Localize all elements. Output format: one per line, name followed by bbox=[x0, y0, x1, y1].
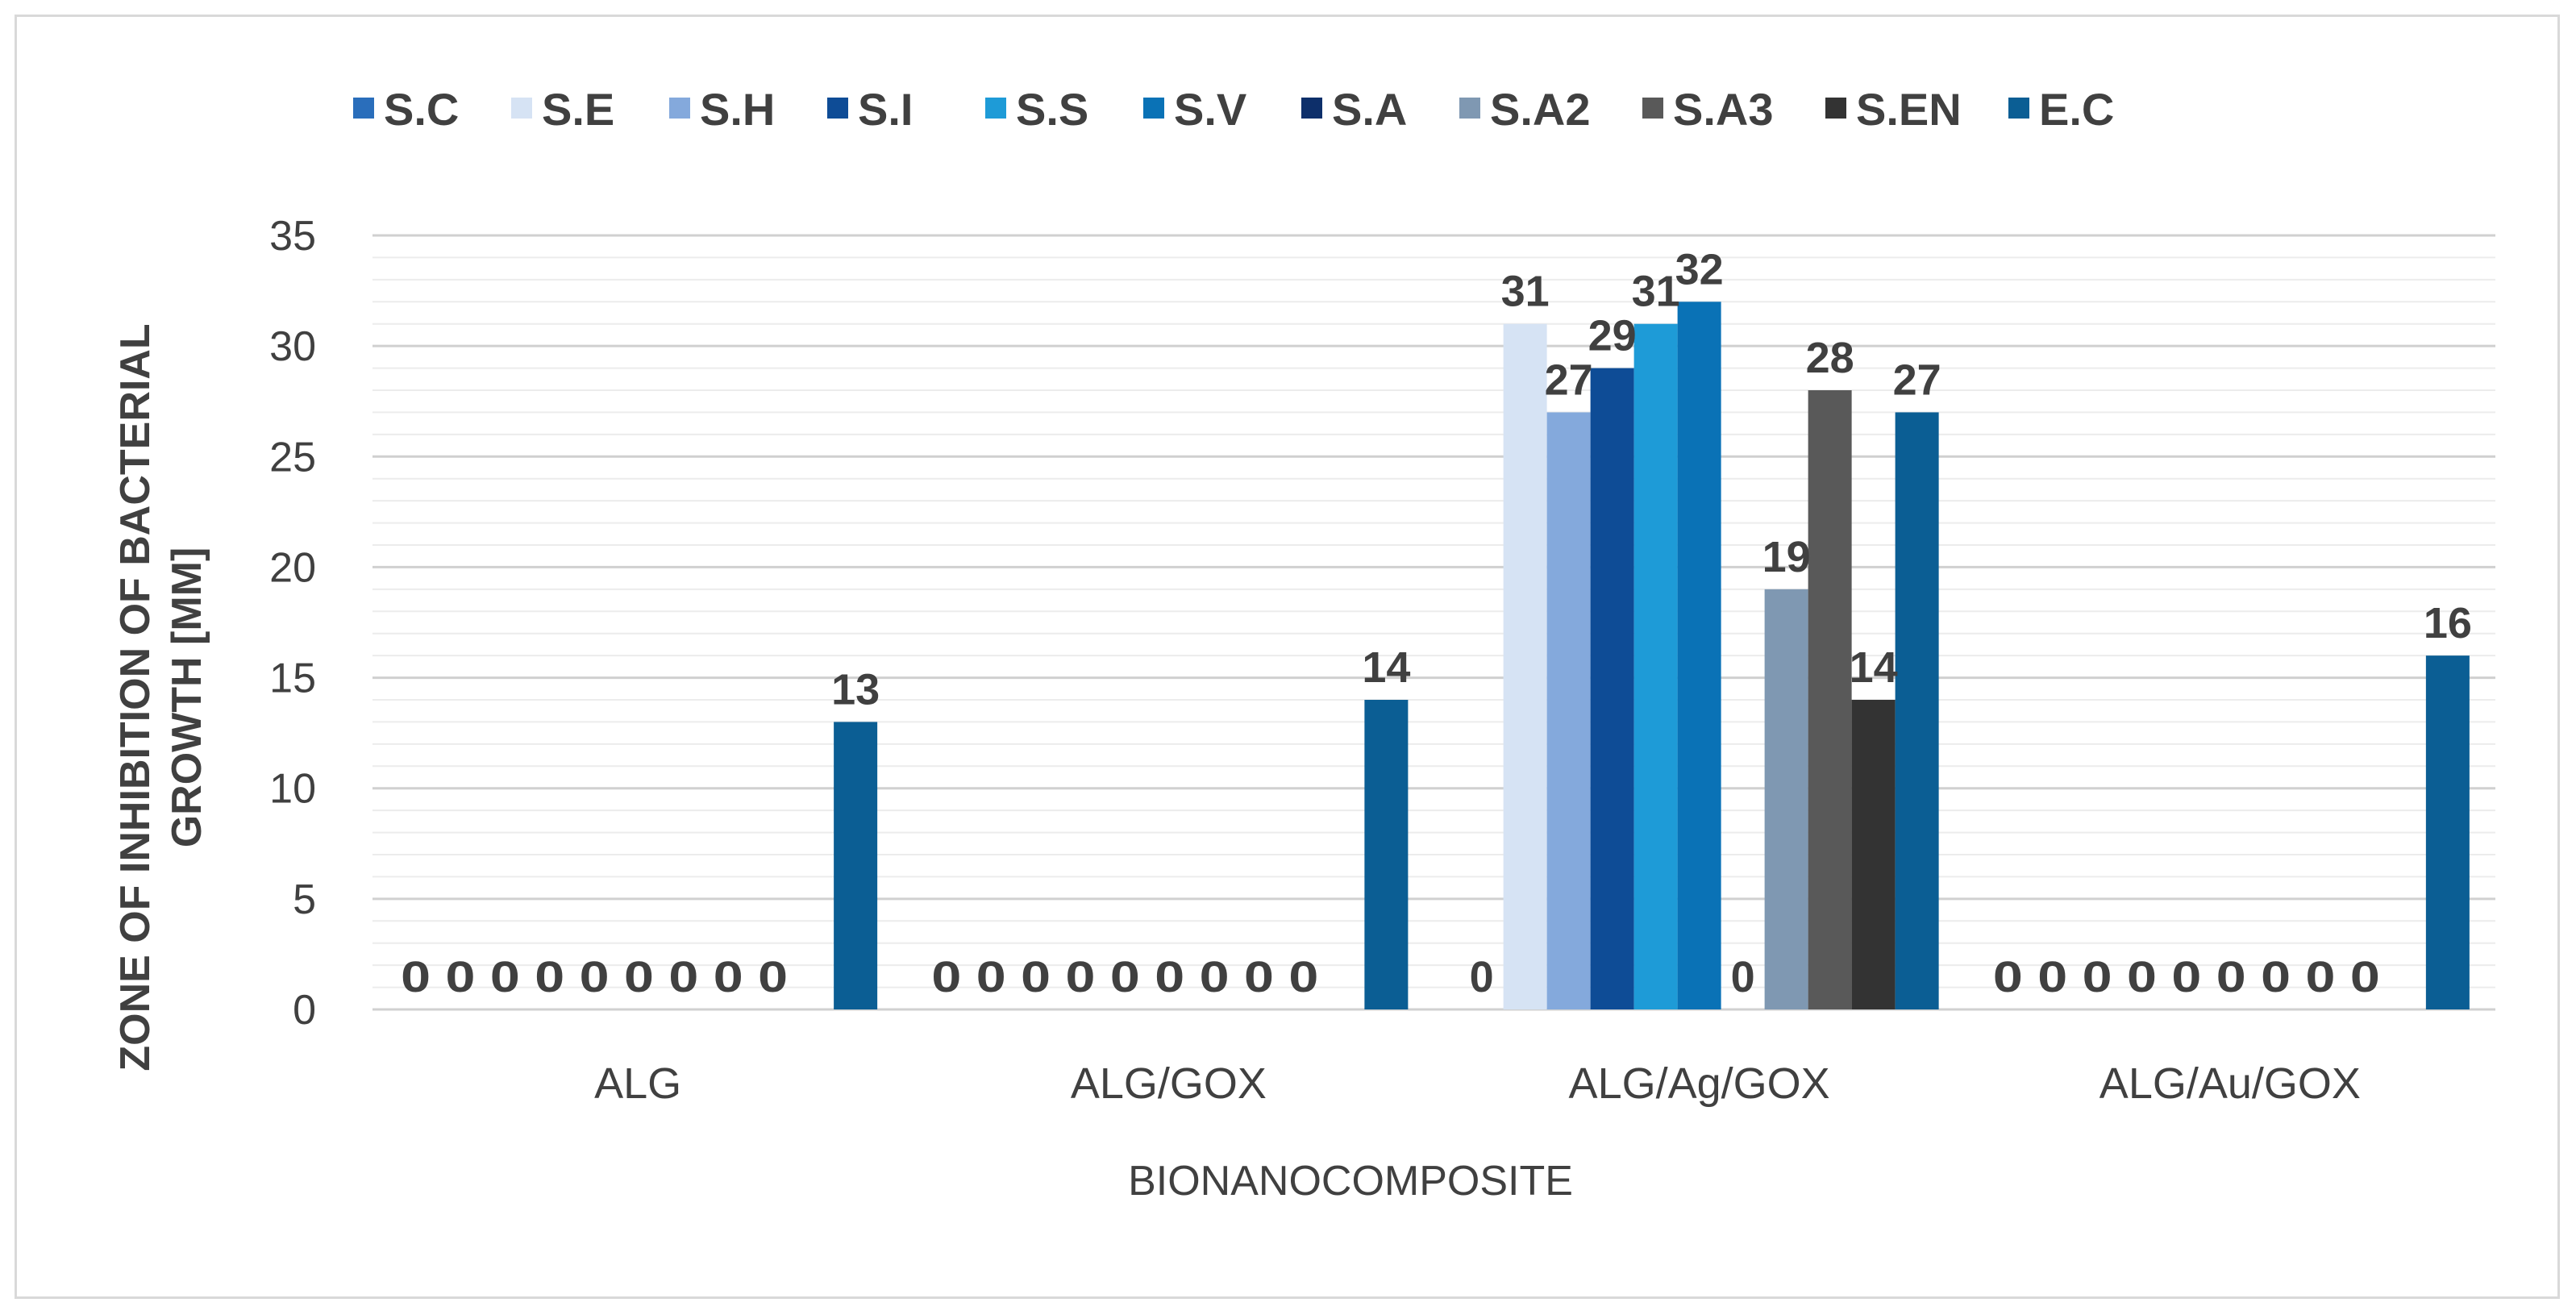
legend-swatch bbox=[1301, 98, 1322, 119]
legend-label: S.C bbox=[384, 84, 459, 135]
legend-swatch bbox=[669, 98, 690, 119]
bar bbox=[1677, 302, 1721, 1009]
bar bbox=[2425, 655, 2470, 1009]
legend-swatch bbox=[1143, 98, 1164, 119]
y-axis-title-line-1: ZONE OF INHIBITION OF BACTERIAL bbox=[112, 323, 159, 1071]
data-label: 32 bbox=[1675, 245, 1724, 293]
category-label: ALG/Ag/GOX bbox=[1569, 1059, 1830, 1108]
y-axis-title-line-2: GROWTH [MM] bbox=[164, 547, 210, 848]
legend-label: S.A3 bbox=[1673, 84, 1774, 135]
y-axis-title: ZONE OF INHIBITION OF BACTERIAL GROWTH [… bbox=[112, 323, 210, 1071]
legend: S.C S.E S.H S.I S.S S.V S.A S.A2 S.A3 S.EN E.C bbox=[353, 84, 2114, 135]
bar bbox=[834, 722, 878, 1009]
x-axis: ALG ALG/GOX ALG/Ag/GOX ALG/Au/GOX bbox=[594, 1059, 2361, 1108]
legend-label: S.H bbox=[700, 84, 775, 135]
bar bbox=[1808, 390, 1852, 1009]
bar bbox=[1851, 700, 1896, 1009]
legend-label: E.C bbox=[2039, 84, 2114, 135]
legend-label: S.A bbox=[1332, 84, 1407, 135]
bars bbox=[834, 302, 2470, 1010]
y-tick-label: 5 bbox=[293, 876, 316, 923]
zero-data-labels: 0 0 0 0 0 0 0 0 0 bbox=[931, 953, 1318, 1001]
y-tick-label: 15 bbox=[269, 655, 316, 702]
legend-swatch bbox=[511, 98, 532, 119]
legend-swatch bbox=[985, 98, 1006, 119]
category-label: ALG/Au/GOX bbox=[2100, 1059, 2361, 1108]
legend-label: S.I bbox=[858, 84, 913, 135]
bar bbox=[1895, 412, 1939, 1009]
legend-label: S.A2 bbox=[1490, 84, 1591, 135]
data-label: 31 bbox=[1632, 268, 1680, 316]
legend-swatch bbox=[1642, 98, 1663, 119]
data-label: 13 bbox=[831, 665, 880, 714]
y-tick-label: 25 bbox=[269, 434, 316, 481]
data-label: 14 bbox=[1850, 643, 1898, 692]
legend-label: S.E bbox=[542, 84, 614, 135]
gridlines bbox=[372, 234, 2495, 1011]
legend-swatch bbox=[1825, 98, 1846, 119]
legend-swatch bbox=[827, 98, 848, 119]
data-label: 28 bbox=[1806, 334, 1854, 382]
data-label: 14 bbox=[1362, 643, 1410, 692]
legend-swatch bbox=[353, 98, 374, 119]
legend-label: S.V bbox=[1174, 84, 1246, 135]
data-label: 27 bbox=[1545, 356, 1593, 404]
bar bbox=[1503, 323, 1547, 1009]
data-labels: 13 0 0 0 0 0 0 0 0 0 14 0 0 0 0 0 0 0 0 0 0 3… bbox=[401, 245, 2472, 1001]
data-label: 0 bbox=[1470, 953, 1494, 1001]
legend-swatch bbox=[1459, 98, 1480, 119]
chart-frame bbox=[15, 15, 2560, 1299]
x-axis-title: BIONANOCOMPOSITE bbox=[1128, 1158, 1573, 1205]
legend-label: S.EN bbox=[1856, 84, 1962, 135]
bar bbox=[1590, 368, 1634, 1010]
zero-data-labels: 0 0 0 0 0 0 0 0 0 bbox=[1993, 953, 2380, 1001]
bar bbox=[1764, 589, 1808, 1009]
y-tick-label: 30 bbox=[269, 323, 316, 370]
bar bbox=[1364, 700, 1409, 1009]
data-label: 27 bbox=[1893, 356, 1941, 404]
y-tick-label: 35 bbox=[269, 213, 316, 260]
data-label: 16 bbox=[2424, 599, 2472, 647]
data-label: 29 bbox=[1588, 312, 1637, 360]
category-label: ALG bbox=[594, 1059, 681, 1108]
y-tick-label: 10 bbox=[269, 766, 316, 813]
legend-swatch bbox=[2008, 98, 2029, 119]
bar bbox=[1633, 323, 1678, 1009]
bar bbox=[1546, 412, 1591, 1009]
data-label: 19 bbox=[1762, 533, 1811, 581]
y-tick-label: 20 bbox=[269, 544, 316, 591]
category-label: ALG/GOX bbox=[1071, 1059, 1267, 1108]
legend-label: S.S bbox=[1016, 84, 1088, 135]
y-axis: 0 5 10 15 20 25 30 35 bbox=[269, 213, 316, 1034]
data-label: 0 bbox=[1731, 953, 1755, 1001]
data-label: 31 bbox=[1501, 268, 1550, 316]
zero-data-labels: 0 0 0 0 0 0 0 0 0 bbox=[401, 953, 788, 1001]
y-tick-label: 0 bbox=[293, 987, 316, 1034]
